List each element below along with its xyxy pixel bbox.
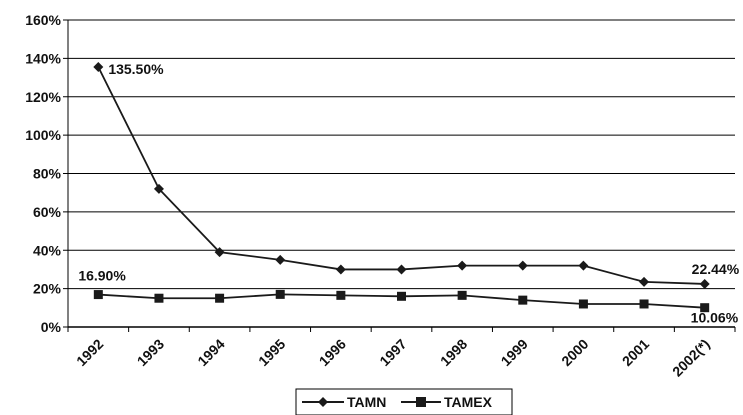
data-point-tamex <box>457 290 467 300</box>
x-tick-label: 1997 <box>376 336 409 369</box>
legend-label-tamn: TAMN <box>347 394 386 410</box>
data-point-tamex <box>93 290 103 300</box>
data-point-tamn <box>517 260 528 271</box>
data-label: 10.06% <box>691 310 739 326</box>
data-label: 16.90% <box>78 268 126 284</box>
series-line-tamn <box>97 66 705 285</box>
data-point-tamn <box>578 260 589 271</box>
y-tick-label: 160% <box>25 12 61 28</box>
y-tick-label: 140% <box>25 50 61 66</box>
series-layer <box>93 62 710 313</box>
x-axis: 1992 1993 1994 1995 1996 1997 1998 1999 2000 2001… <box>67 326 736 380</box>
y-tick-label: 100% <box>25 127 61 143</box>
data-label: 135.50% <box>108 61 164 77</box>
data-label: 22.44% <box>692 261 740 277</box>
x-tick-label: 2001 <box>619 336 652 369</box>
x-tick-label: 1995 <box>255 336 288 369</box>
data-point-tamex <box>518 295 528 305</box>
legend: TAMN TAMEX <box>295 388 513 415</box>
y-tick-label: 120% <box>25 89 61 105</box>
data-point-tamn <box>93 62 104 73</box>
x-tick-label: 1999 <box>498 336 531 369</box>
data-point-tamex <box>336 290 346 300</box>
y-tick-label: 80% <box>33 166 62 182</box>
legend-marker-tamn <box>318 397 328 407</box>
legend-label-tamex: TAMEX <box>444 394 493 410</box>
y-tick-label: 0% <box>41 319 62 335</box>
data-point-tamn <box>396 264 407 275</box>
data-point-tamn <box>699 278 710 289</box>
data-point-tamn <box>639 276 650 287</box>
gridlines <box>68 19 735 328</box>
y-tick-label: 40% <box>33 242 62 258</box>
data-point-tamex <box>700 303 710 313</box>
data-point-tamex <box>397 291 406 301</box>
data-point-tamex <box>639 299 649 309</box>
y-tick-label: 20% <box>33 281 62 297</box>
x-tick-label: 1996 <box>316 336 349 369</box>
x-tick-label: 2000 <box>558 336 591 369</box>
x-tick-label: 1994 <box>194 336 227 369</box>
x-tick-label: 2002(*) <box>669 336 713 380</box>
y-axis: 0% 20% 40% 60% 80% 100% 120% 140% 160% <box>25 12 69 335</box>
data-point-tamn <box>214 247 225 258</box>
data-point-tamex <box>578 299 588 309</box>
y-tick-label: 60% <box>33 204 62 220</box>
legend-marker-tamex <box>416 397 426 407</box>
data-point-tamn <box>457 260 468 271</box>
data-point-tamn <box>153 183 164 194</box>
data-point-tamex <box>275 289 285 299</box>
data-point-tamex <box>154 293 164 303</box>
x-tick-label: 1993 <box>134 336 167 369</box>
data-point-tamex <box>215 293 225 303</box>
x-tick-label: 1998 <box>437 336 470 369</box>
data-point-tamn <box>335 264 346 275</box>
data-point-tamn <box>275 254 286 265</box>
x-tick-label: 1992 <box>73 336 106 369</box>
data-labels: 135.50% 16.90% 22.44% 10.06% <box>78 61 739 326</box>
